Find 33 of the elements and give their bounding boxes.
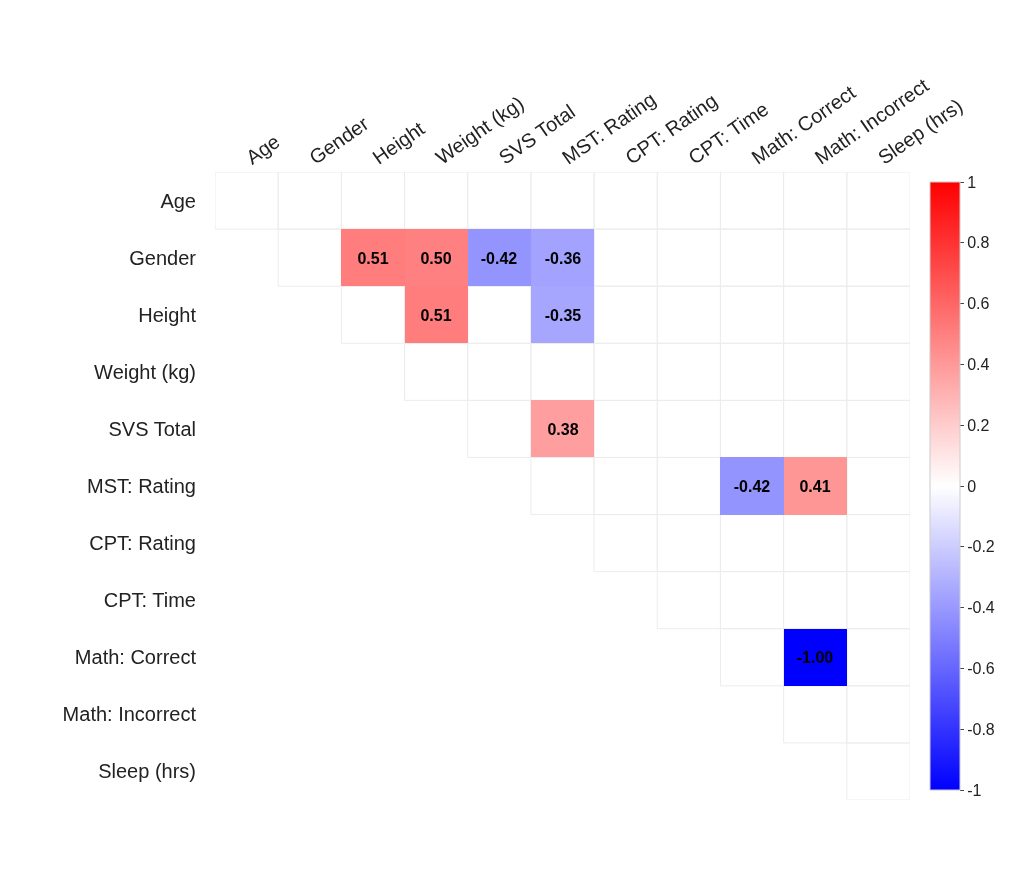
- color-bar-label: 0.2: [967, 416, 990, 434]
- color-bar-label: -0.8: [967, 720, 995, 738]
- color-bar-label: 1: [967, 173, 977, 191]
- data-label: -0.42: [733, 477, 771, 495]
- y-tick-label: Age: [160, 189, 196, 212]
- y-tick-label: CPT: Rating: [89, 532, 196, 555]
- data-label: -0.36: [544, 249, 582, 267]
- y-tick-label: Math: Incorrect: [62, 703, 197, 726]
- data-label: -1.00: [796, 648, 834, 666]
- y-tick-label: SVS Total: [108, 417, 196, 440]
- data-label: 0.51: [357, 249, 389, 267]
- y-tick-label: Height: [138, 303, 197, 326]
- color-bar-label: 0.8: [967, 234, 990, 252]
- color-bar-label: -0.2: [967, 538, 995, 556]
- data-label: 0.50: [420, 249, 452, 267]
- color-bar-label: 0: [967, 477, 977, 495]
- color-bar-label: -1: [967, 781, 982, 799]
- y-tick-label: Gender: [129, 246, 197, 269]
- data-label: -0.42: [480, 249, 518, 267]
- data-label: 0.51: [420, 306, 452, 324]
- color-bar-label: -0.4: [967, 599, 995, 617]
- y-tick-label: Sleep (hrs): [98, 760, 196, 783]
- x-tick-label: Age: [242, 130, 284, 169]
- data-label: -0.35: [544, 306, 582, 324]
- color-bar-label: 0.6: [967, 295, 990, 313]
- y-tick-label: Math: Correct: [74, 646, 197, 669]
- y-tick-label: CPT: Time: [103, 589, 196, 612]
- data-label: 0.41: [799, 477, 831, 495]
- y-tick-label: MST: Rating: [87, 475, 196, 497]
- color-bar-label: -0.6: [967, 660, 995, 677]
- data-label: 0.38: [547, 420, 579, 438]
- color-bar-label: 0.4: [967, 356, 990, 373]
- y-tick-label: Weight (kg): [94, 360, 196, 383]
